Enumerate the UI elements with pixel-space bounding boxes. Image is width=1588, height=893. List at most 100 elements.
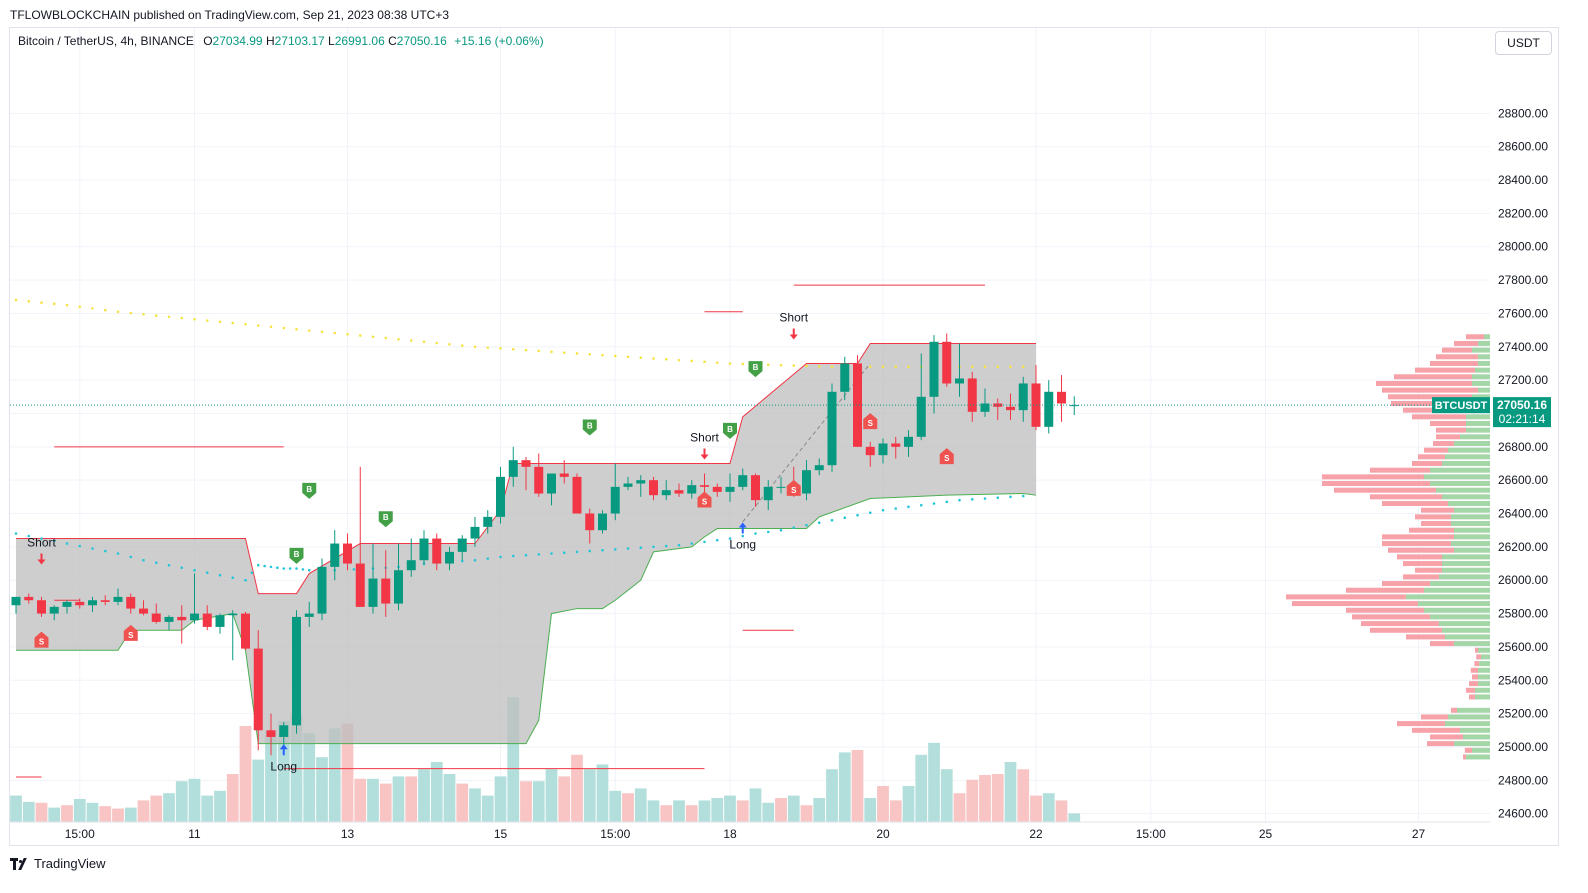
candle [712, 483, 722, 497]
cyan-dot [256, 563, 260, 567]
candle-body [62, 601, 72, 607]
sell-signal-tag: S [863, 413, 878, 430]
time-axis-tick-label: 22 [1029, 827, 1043, 841]
volume-profile-down-bar [1436, 354, 1478, 360]
volume-bar [316, 757, 328, 822]
volume-bar [711, 798, 724, 822]
candle-body [763, 486, 773, 501]
close-label: C [388, 34, 397, 48]
volume-bar [10, 795, 22, 822]
footer-brand[interactable]: TradingView [10, 856, 106, 871]
cyan-dot [537, 553, 541, 556]
volume-profile-up-bar [1475, 694, 1490, 700]
candle [865, 441, 875, 467]
yellow-dot [205, 319, 209, 322]
yellow-dot [333, 331, 337, 335]
yellow-dot [652, 357, 655, 360]
candle [432, 533, 442, 571]
price-axis-tick-label: 26000.00 [1498, 573, 1548, 587]
cyan-dot [550, 552, 553, 555]
currency-button[interactable]: USDT [1495, 31, 1552, 55]
candle [406, 538, 416, 577]
price-axis-tick-label: 24800.00 [1498, 773, 1548, 787]
candle [649, 476, 658, 501]
yellow-dot [499, 347, 502, 350]
yellow-dot [193, 317, 196, 321]
yellow-dot [907, 365, 910, 369]
price-axis-tick-label: 28400.00 [1498, 173, 1548, 187]
volume-profile-up-bar [1466, 420, 1490, 426]
candle [253, 630, 263, 751]
candle [202, 605, 212, 631]
buy-signal-tag-letter: B [753, 363, 759, 372]
volume-profile-down-bar [1412, 414, 1466, 420]
sell-signal-tag: S [939, 448, 954, 465]
candle-body [470, 526, 480, 539]
candle-body [1044, 391, 1054, 427]
candle-body [75, 601, 85, 606]
cyan-dot [193, 568, 196, 572]
volume-profile-down-bar [1412, 727, 1460, 733]
volume-bar [877, 786, 889, 822]
candle-body [674, 490, 684, 494]
volume-profile-up-bar [1472, 374, 1490, 380]
candle [942, 333, 952, 387]
signal-annotation: Long [270, 744, 297, 773]
cyan-dot [218, 573, 222, 577]
candle-body [304, 613, 314, 617]
cyan-dot [792, 526, 796, 530]
candle-body [649, 480, 658, 496]
volume-profile-up-bar [1439, 574, 1490, 580]
volume-profile-down-bar [1370, 627, 1442, 633]
volume-profile-up-bar [1478, 647, 1490, 653]
candle-body [11, 596, 21, 606]
red-level-lines [16, 284, 985, 778]
candle-body [343, 543, 352, 564]
candle [126, 593, 136, 614]
yellow-dot [371, 335, 375, 339]
candle-body [712, 486, 722, 492]
volume-bar [800, 805, 813, 822]
cyan-dot [524, 553, 528, 557]
buy-signal-tag-letter: B [294, 550, 300, 559]
sell-signal-tag-shape [939, 448, 954, 465]
cyan-dot [65, 542, 69, 545]
cyan-dot [868, 511, 872, 514]
volume-profile-up-bar [1484, 334, 1490, 340]
sell-signal-tag-shape [863, 413, 878, 430]
symbol-title[interactable]: Bitcoin / TetherUS, 4h, BINANCE [18, 34, 194, 48]
candle-body [827, 391, 837, 466]
volume-bar [214, 790, 226, 822]
candle-body [738, 475, 748, 487]
candle [904, 430, 913, 457]
yellow-dot [397, 337, 400, 341]
volume-profile-down-bar [1403, 561, 1442, 567]
volume-bar [22, 801, 35, 822]
volume-profile-down-bar [1421, 507, 1454, 513]
candle-body [559, 473, 569, 477]
candle-body [802, 470, 811, 494]
volume-bar [864, 798, 877, 822]
candle [878, 438, 888, 464]
yellow-dot [894, 365, 898, 369]
volume-profile-up-bar [1478, 674, 1490, 680]
cyan-dot [626, 547, 630, 550]
volume-profile-up-bar [1460, 434, 1490, 440]
candle [215, 613, 225, 634]
candle-body [916, 396, 926, 437]
candle [75, 598, 85, 609]
price-axis-tick-label: 26400.00 [1498, 507, 1548, 521]
volume-profile-up-bar [1445, 721, 1490, 727]
yellow-dot [626, 355, 630, 359]
yellow-dot [690, 359, 694, 363]
sell-signal-tag: S [697, 491, 712, 508]
volume-profile-up-bar [1472, 394, 1490, 400]
candle [661, 480, 671, 501]
volume-profile-up-bar [1466, 414, 1490, 420]
candle-body [865, 446, 875, 456]
yellow-dot [154, 314, 158, 317]
candle-body [37, 600, 46, 614]
candle [751, 473, 760, 507]
volume-bar [48, 807, 61, 822]
